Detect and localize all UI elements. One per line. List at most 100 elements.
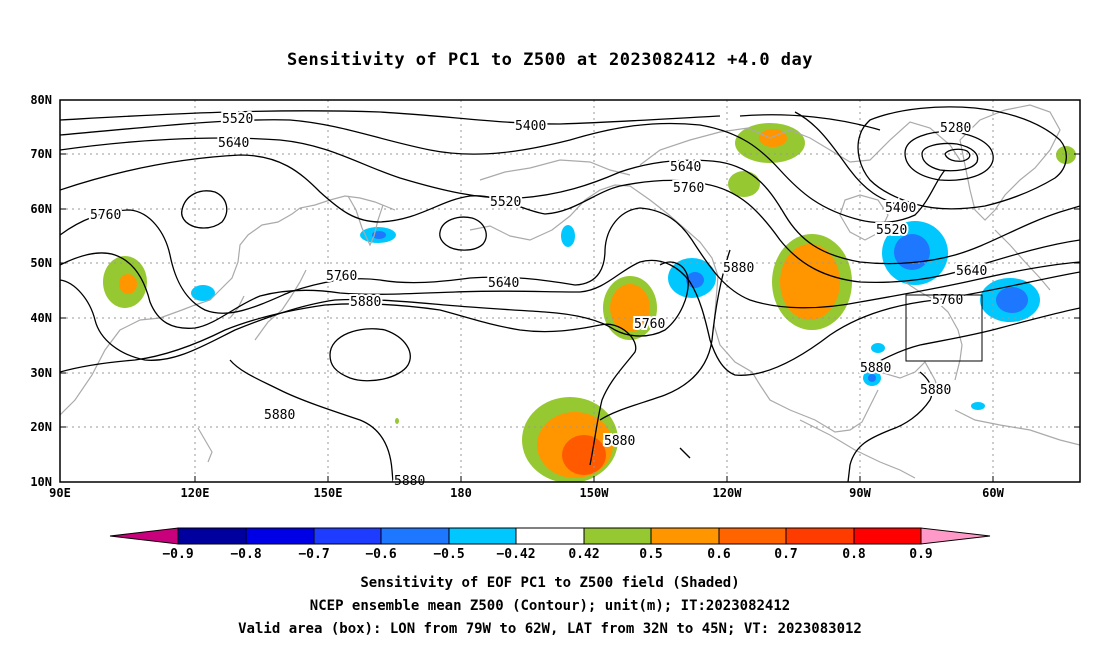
contour-line: [60, 110, 721, 125]
caption-valid-area: Valid area (box): LON from 79W to 62W, L…: [238, 621, 862, 637]
contour-line: [857, 106, 1067, 210]
colorbar-bin: [515, 527, 585, 545]
colorbar-bin: [448, 527, 517, 545]
contour-line: [229, 359, 394, 482]
lat-label: 70N: [30, 147, 52, 161]
colorbar-label: −0.6: [365, 547, 396, 562]
contour-label: 5760: [326, 269, 357, 284]
lat-label: 50N: [30, 256, 52, 270]
shade-cyan: [871, 343, 885, 353]
coast-labrador: [994, 229, 1051, 291]
lon-label: 120W: [713, 486, 743, 500]
coast-greenland: [959, 104, 1061, 221]
contour-line: [60, 261, 689, 361]
lon-label: 150E: [314, 486, 343, 500]
colorbar-label: 0.8: [842, 547, 866, 562]
contour-line: [859, 307, 1080, 373]
caption-contour: NCEP ensemble mean Z500 (Contour); unit(…: [309, 598, 791, 614]
contour-label: 5880: [860, 361, 891, 376]
caption-shading: Sensitivity of EOF PC1 to Z500 field (Sh…: [360, 575, 740, 591]
shade-blue: [372, 231, 386, 239]
lon-label: 60W: [982, 486, 1004, 500]
colorbar-bin: [583, 527, 652, 545]
colorbar-bin: [313, 527, 382, 545]
contour-line: [679, 447, 691, 459]
shade-orange: [610, 284, 650, 332]
lat-label: 60N: [30, 202, 52, 216]
coast-us-east: [904, 281, 963, 381]
contour-line: [921, 142, 979, 172]
coast-alaska: [469, 184, 879, 433]
colorbar-bin: [650, 527, 720, 545]
contour-label: 5280: [940, 121, 971, 136]
lon-label: 180: [450, 486, 472, 500]
contour-line: [599, 249, 731, 421]
shade-blue: [868, 374, 876, 382]
shade-red-orange: [562, 435, 606, 475]
contour-label: 5760: [634, 317, 665, 332]
coast-gulf: [859, 361, 941, 396]
contour-label: 5880: [920, 383, 951, 398]
colorbar-bin: [177, 527, 247, 545]
contour-label: 5880: [604, 434, 635, 449]
coast-hudson: [839, 194, 889, 241]
lat-label: 10N: [30, 475, 52, 489]
coast-central-america: [799, 419, 916, 479]
colorbar-label: −0.9: [162, 547, 193, 562]
colorbar: −0.9 −0.8 −0.7 −0.6 −0.5 −0.42 0.42 0.5 …: [109, 527, 991, 562]
contour-label: 5880: [264, 408, 295, 423]
colorbar-label: 0.7: [774, 547, 797, 562]
colorbar-label: 0.9: [909, 547, 932, 562]
colorbar-bin: [853, 527, 922, 545]
shade-blue: [894, 234, 930, 270]
contour-line: [60, 154, 1080, 284]
shade-green: [728, 171, 760, 197]
colorbar-label: −0.7: [298, 547, 329, 562]
contour-label: 5760: [90, 208, 121, 223]
contour-line: [439, 216, 487, 251]
contour-label: 5640: [956, 264, 987, 279]
contour-line: [847, 371, 933, 482]
shade-cyan: [561, 225, 575, 247]
grid: [60, 100, 1080, 482]
colorbar-bin: [785, 527, 855, 545]
coast-philippines: [197, 427, 213, 463]
coast-canada-arctic: [639, 121, 961, 166]
colorbar-label: 0.6: [707, 547, 731, 562]
lat-label: 30N: [30, 366, 52, 380]
z500-contours: [60, 106, 1080, 482]
colorbar-label: −0.5: [433, 547, 464, 562]
contour-label: 5640: [488, 276, 519, 291]
shade-green: [395, 418, 399, 424]
shade-cyan: [971, 402, 985, 410]
contour-line: [60, 252, 1080, 376]
contour-line: [60, 137, 1080, 265]
contour-line: [60, 303, 637, 466]
map-frame: [59, 99, 1081, 483]
contour-label: 5880: [723, 261, 754, 276]
contour-line: [739, 114, 881, 131]
contour-line: [904, 131, 994, 181]
contour-line: [329, 328, 411, 382]
contour-labels: 5520 5640 5760 5400 5280 5640 5760 5520 …: [88, 110, 989, 491]
colorbar-bin: [380, 527, 450, 545]
colorbar-arrow-left: [109, 527, 179, 545]
colorbar-label: −0.8: [230, 547, 261, 562]
lon-labels: 90E 120E 150E 180 150W 120W 90W 60W: [49, 486, 1004, 500]
contour-label: 5640: [218, 136, 249, 151]
contour-line: [180, 190, 228, 229]
colorbar-label: 0.5: [639, 547, 662, 562]
coast-kamchatka: [347, 195, 384, 247]
contour-label: 5520: [222, 112, 253, 127]
shade-orange: [780, 244, 840, 320]
contour-line: [794, 111, 901, 206]
contour-label: 5760: [673, 181, 704, 196]
sensitivity-shading: [103, 123, 1076, 482]
contour-label: 5520: [876, 223, 907, 238]
lon-label: 90E: [49, 486, 71, 500]
colorbar-label: 0.42: [568, 547, 599, 562]
contour-label: 5400: [885, 201, 916, 216]
lat-label: 40N: [30, 311, 52, 325]
coast-asia: [60, 195, 396, 416]
